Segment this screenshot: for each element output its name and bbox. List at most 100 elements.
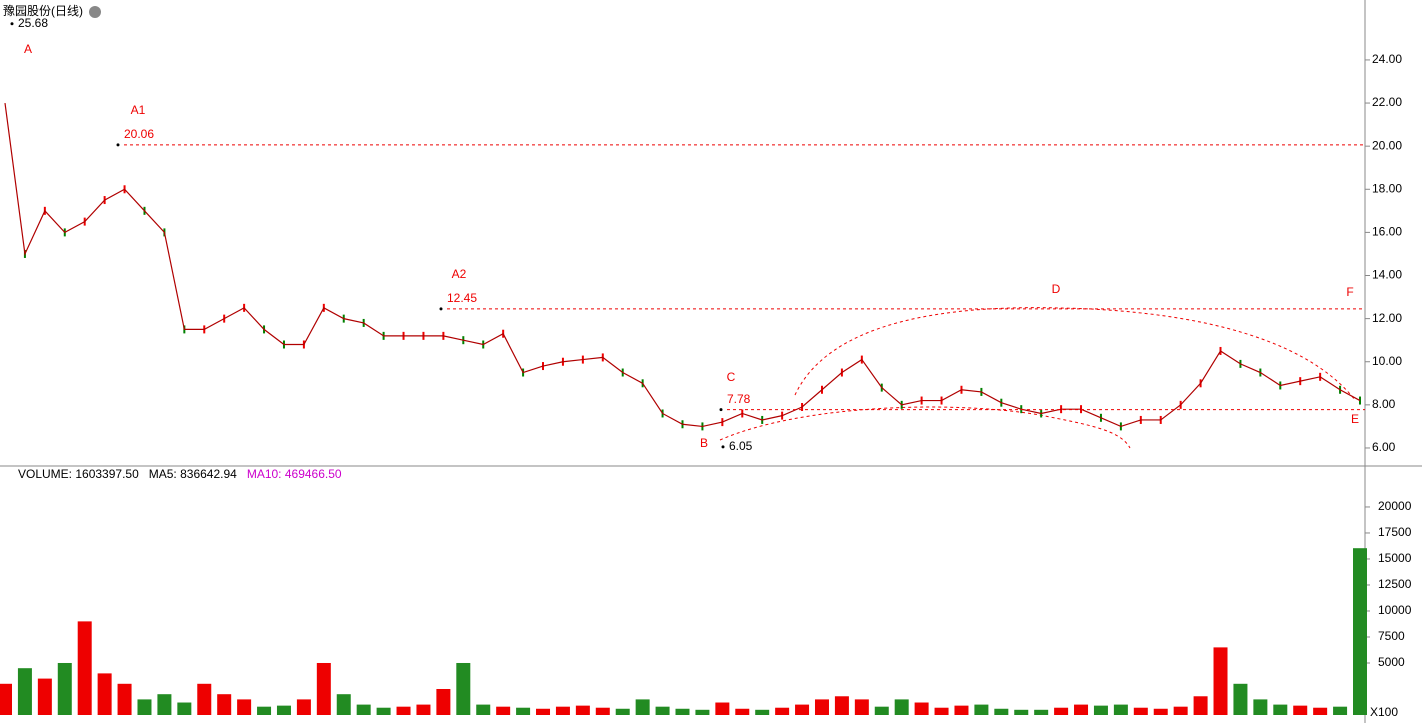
volume-bar (436, 688, 451, 715)
volume-bar (536, 708, 551, 715)
volume-bar (775, 707, 790, 715)
y-tick-label: 6.00 (1372, 440, 1396, 454)
volume-bar (795, 704, 810, 715)
volume-bar (1213, 647, 1228, 715)
volume-bar (715, 702, 730, 715)
volume-bar (1054, 707, 1069, 715)
volume-bar (476, 704, 491, 715)
volume-bar (456, 662, 471, 715)
volume-bar (276, 705, 291, 715)
legend-entry: MA5: 836642.94 (149, 467, 237, 481)
price-label: 6.05 (729, 439, 753, 453)
y-tick-label: 14.00 (1372, 268, 1402, 282)
y-tick-label: 18.00 (1372, 181, 1402, 195)
volume-bar (994, 708, 1009, 715)
y-tick-label: 12500 (1378, 577, 1412, 591)
volume-bar (356, 704, 371, 715)
legend-entry: MA10: 469466.50 (247, 467, 342, 481)
volume-bar (1253, 699, 1268, 715)
annotation: D (1052, 282, 1061, 296)
volume-bar (874, 706, 889, 715)
volume-bar (37, 678, 52, 715)
price-point (439, 307, 443, 311)
price-point (10, 22, 14, 26)
y-tick-label: 8.00 (1372, 397, 1396, 411)
volume-bar (814, 699, 829, 715)
volume-bar (974, 704, 989, 715)
volume-bar (237, 699, 252, 715)
volume-bar (57, 662, 72, 715)
volume-bar (177, 702, 192, 715)
volume-bar (635, 699, 650, 715)
y-tick-label: 10000 (1378, 603, 1412, 617)
volume-bar (396, 706, 411, 715)
volume-bar (555, 706, 570, 715)
y-tick-label: 17500 (1378, 525, 1412, 539)
volume-bar (0, 683, 12, 715)
y-tick-label: 20.00 (1372, 138, 1402, 152)
annotation: C (727, 370, 736, 384)
volume-bar (675, 708, 690, 715)
volume-bar (735, 708, 750, 715)
volume-bar (655, 706, 670, 715)
volume-bar (575, 705, 590, 715)
volume-bar (1133, 707, 1148, 715)
volume-bar (894, 699, 909, 715)
annotation: F (1346, 285, 1353, 299)
volume-bar (1233, 683, 1248, 715)
y-tick-label: 15000 (1378, 551, 1412, 565)
price-line (4, 102, 1361, 428)
menu-icon[interactable] (89, 6, 101, 18)
y-tick-label: 22.00 (1372, 95, 1402, 109)
volume-bar (1333, 706, 1348, 715)
annotation: A (24, 42, 32, 56)
volume-bar (1093, 705, 1108, 715)
chart-title: 豫园股份(日线) (3, 4, 83, 18)
volume-bar (376, 707, 391, 715)
y-tick-label: 10.00 (1372, 354, 1402, 368)
volume-bar (1193, 696, 1208, 715)
y-tick-label: 12.00 (1372, 311, 1402, 325)
volume-bar (157, 694, 172, 715)
volume-bar (1014, 709, 1029, 715)
volume-bar (615, 708, 630, 715)
volume-bar (1273, 704, 1288, 715)
volume-bar (1293, 705, 1308, 715)
volume-bar (595, 707, 610, 715)
volume-bar (834, 696, 849, 715)
y-tick-label: 7500 (1378, 629, 1405, 643)
volume-bar (1074, 704, 1089, 715)
y-tick-label: 20000 (1378, 499, 1412, 513)
price-point (721, 445, 725, 449)
volume-bar (17, 668, 32, 715)
price-label: 12.45 (447, 291, 477, 305)
price-label: 20.06 (124, 127, 154, 141)
volume-bar (516, 707, 531, 715)
volume-bar (77, 621, 92, 715)
volume-bar (137, 699, 152, 715)
volume-bar (914, 702, 929, 715)
volume-bar (695, 709, 710, 715)
y-tick-label: 5000 (1378, 655, 1405, 669)
arc-d (794, 307, 1356, 401)
volume-bar (854, 699, 869, 715)
volume-bar (954, 705, 969, 715)
price-point (116, 143, 120, 147)
volume-bar (1173, 706, 1188, 715)
volume-bar (336, 694, 351, 715)
volume-bar (296, 699, 311, 715)
volume-bar (755, 709, 770, 715)
volume-bar (217, 694, 232, 715)
price-label: 7.78 (727, 392, 751, 406)
volume-bar (97, 673, 112, 715)
annotation: A1 (131, 103, 146, 117)
volume-bar (416, 704, 431, 715)
annotation: E (1351, 412, 1359, 426)
volume-legend: VOLUME: 1603397.50 MA5: 836642.94 MA10: 46… (18, 467, 342, 481)
volume-bar (117, 683, 132, 715)
y-tick-label: 24.00 (1372, 52, 1402, 66)
volume-bar (1034, 709, 1049, 715)
y-tick-label: 16.00 (1372, 225, 1402, 239)
